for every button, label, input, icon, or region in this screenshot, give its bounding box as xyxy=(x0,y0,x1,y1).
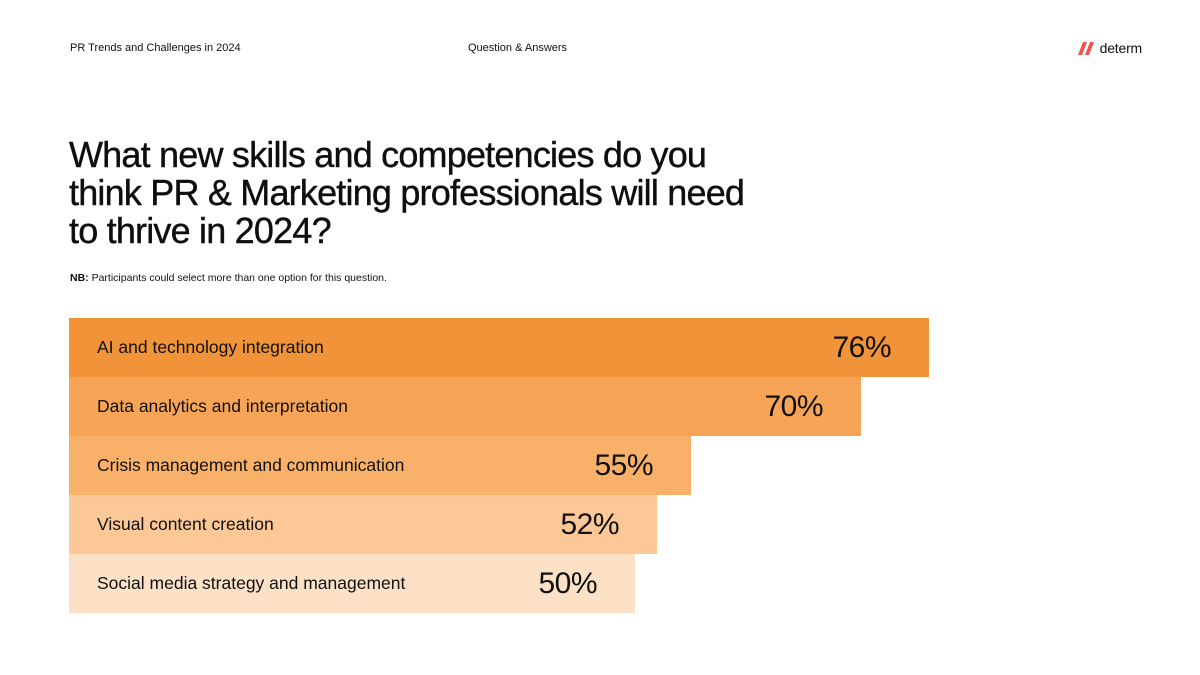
determ-logo-icon xyxy=(1077,41,1095,55)
note: NB: Participants could select more than … xyxy=(70,272,387,284)
bar-value-label: 55% xyxy=(594,449,653,482)
bar-value-label: 52% xyxy=(560,508,619,541)
bar-value-label: 76% xyxy=(832,331,891,364)
section-label: Question & Answers xyxy=(468,42,568,54)
bar-value-label: 70% xyxy=(764,390,823,423)
bar-value-label: 50% xyxy=(538,567,597,600)
bar-label: Data analytics and interpretation xyxy=(97,396,348,416)
bar: Data analytics and interpretation 70% xyxy=(69,377,861,436)
bar-label: Visual content creation xyxy=(97,514,274,534)
bar: Social media strategy and management 50% xyxy=(69,554,635,613)
note-text: Participants could select more than one … xyxy=(91,272,387,284)
question-title: What new skills and competencies do you … xyxy=(69,134,745,251)
bar-label: AI and technology integration xyxy=(97,337,324,357)
bar-label: Social media strategy and management xyxy=(97,573,406,593)
bar-label: Crisis management and communication xyxy=(97,455,405,475)
report-title: PR Trends and Challenges in 2024 xyxy=(70,42,241,54)
bar: Crisis management and communication 55% xyxy=(69,436,691,495)
brand: determ xyxy=(1077,40,1143,56)
bar: Visual content creation 52% xyxy=(69,495,657,554)
note-label: NB: xyxy=(70,272,89,284)
bar: AI and technology integration 76% xyxy=(69,318,929,377)
brand-name: determ xyxy=(1099,40,1143,56)
bar-chart: AI and technology integration 76% Data ana… xyxy=(69,318,949,618)
